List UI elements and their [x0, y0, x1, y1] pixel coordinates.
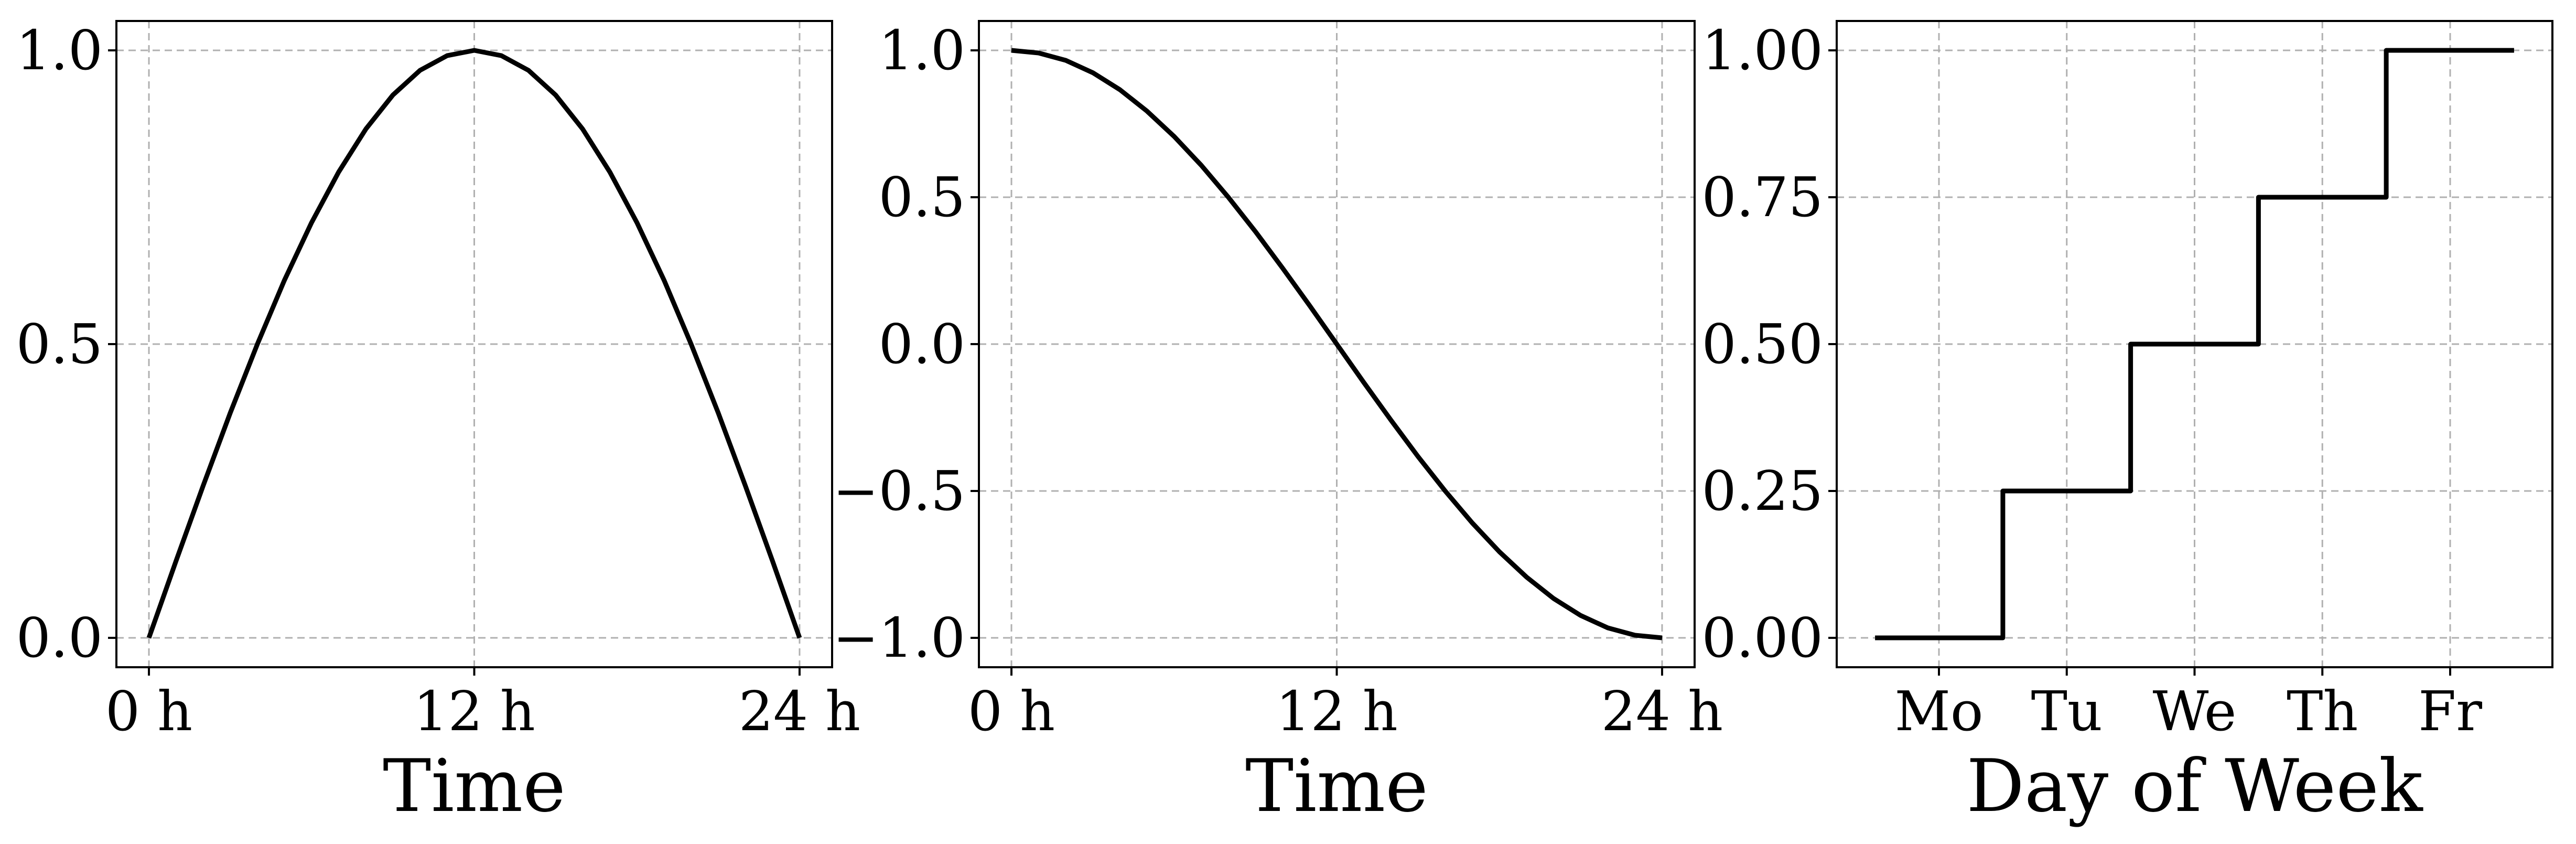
panel-1-ytick-label-2: 1.0 — [16, 18, 103, 82]
panel-2-ytick-label-3: −0.5 — [833, 459, 965, 523]
panel-1-ytick-label-0: 0.0 — [16, 606, 103, 670]
panel-1-series-line-0 — [146, 48, 802, 639]
panel-2-ytick-label-0: 1.0 — [879, 18, 965, 82]
panel-3-frame — [1836, 20, 2553, 668]
panel-1-xlabel: Time — [383, 744, 566, 828]
panel-2: 0 h 12 h 24 h 1.0 0.5 0.0 −0.5 −1.0 Time — [833, 18, 1723, 828]
panel-2-xtick-label-0: 0 h — [968, 679, 1055, 743]
panel-3-ytick-label-3: 0.75 — [1701, 165, 1823, 229]
panel-3-ytick-label-1: 0.25 — [1701, 459, 1823, 523]
panel-1-ytick-label-1: 0.5 — [16, 312, 103, 376]
panel-3-xtick-label-0: Mo — [1894, 679, 1983, 743]
panel-1-xtick-label-0: 0 h — [105, 679, 192, 743]
panel-3-xtick-label-2: We — [2153, 679, 2237, 743]
panel-1-xtick-label-1: 12 h — [413, 679, 535, 743]
panel-3-ytick-label-4: 1.00 — [1701, 18, 1823, 82]
panel-2-xtick-label-1: 12 h — [1276, 679, 1397, 743]
panel-2-frame — [978, 20, 1696, 668]
panel-1: 0 h 12 h 24 h 0.0 0.5 1.0 Time — [16, 18, 861, 828]
panel-1-xtick-label-2: 24 h — [739, 679, 860, 743]
panel-3-xtick-label-3: Th — [2287, 679, 2358, 743]
panel-1-frame — [115, 20, 833, 668]
panel-3-ytick-label-2: 0.50 — [1701, 312, 1823, 376]
panel-3-xtick-label-4: Fr — [2418, 679, 2482, 743]
panel-2-series-line-0 — [1011, 48, 1663, 640]
panel-3-ytick-label-0: 0.00 — [1701, 606, 1823, 670]
panel-2-ytick-label-1: 0.5 — [879, 165, 965, 229]
panel-3-xlabel: Day of Week — [1966, 744, 2423, 828]
panel-2-xlabel: Time — [1245, 744, 1428, 828]
panel-2-ytick-label-2: 0.0 — [879, 312, 965, 376]
panel-2-xtick-label-2: 24 h — [1601, 679, 1723, 743]
panel-3-series-line-0 — [1875, 48, 2514, 640]
panel-2-ytick-label-4: −1.0 — [833, 606, 965, 670]
panel-3: Mo Tu We Th Fr 0.00 0.25 0.50 0.75 1.00 Day of Wee… — [1701, 18, 2553, 828]
panel-3-xtick-label-1: Tu — [2031, 679, 2103, 743]
